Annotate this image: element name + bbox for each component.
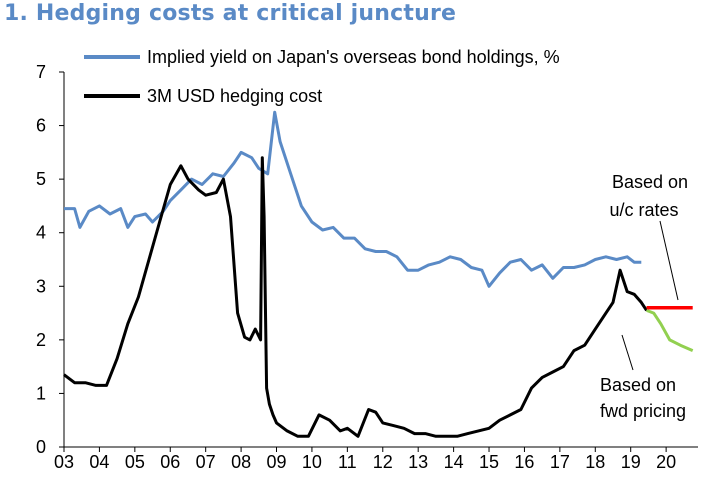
y-tick-label: 5 bbox=[36, 169, 46, 189]
annotations: Based on u/c rates Based on fwd pricing bbox=[600, 172, 688, 421]
x-tick-label: 03 bbox=[54, 452, 74, 472]
x-tick-label: 18 bbox=[585, 452, 605, 472]
x-tick-label: 20 bbox=[656, 452, 676, 472]
y-tick-label: 1 bbox=[36, 383, 46, 403]
x-tick-label: 17 bbox=[550, 452, 570, 472]
x-tick-label: 04 bbox=[89, 452, 109, 472]
x-tick-label: 14 bbox=[444, 452, 464, 472]
hedging-cost-line bbox=[63, 156, 648, 438]
y-tick-label: 2 bbox=[36, 330, 46, 350]
implied-yield-line bbox=[64, 110, 642, 288]
annotation-uc-rates-pointer bbox=[659, 220, 679, 301]
x-tick-label: 06 bbox=[160, 452, 180, 472]
x-tick-label: 16 bbox=[514, 452, 534, 472]
y-tick-label: 7 bbox=[36, 62, 46, 82]
y-tick-label: 6 bbox=[36, 116, 46, 136]
x-tick-label: 12 bbox=[373, 452, 393, 472]
legend-entry: Implied yield on Japan's overseas bond h… bbox=[147, 47, 560, 67]
x-tick-label: 07 bbox=[196, 452, 216, 472]
chart-title: 1. Hedging costs at critical juncture bbox=[4, 1, 457, 26]
annotation-uc-rates-line2: u/c rates bbox=[609, 200, 678, 220]
annotation-fwd-pricing-line2: fwd pricing bbox=[600, 401, 686, 421]
x-tick-label: 15 bbox=[479, 452, 499, 472]
legend: Implied yield on Japan's overseas bond h… bbox=[84, 47, 560, 106]
x-tick-label: 13 bbox=[408, 452, 428, 472]
axes bbox=[59, 71, 698, 452]
x-tick-label: 08 bbox=[231, 452, 251, 472]
x-tick-label: 09 bbox=[266, 452, 286, 472]
y-tick-label: 3 bbox=[36, 276, 46, 296]
x-tick-label: 05 bbox=[125, 452, 145, 472]
annotation-fwd-pricing-line1: Based on bbox=[600, 375, 676, 395]
legend-entry: 3M USD hedging cost bbox=[147, 86, 322, 106]
x-tick-label: 11 bbox=[338, 452, 357, 472]
annotation-fwd-pricing-pointer bbox=[621, 334, 634, 371]
y-tick-label: 4 bbox=[36, 223, 46, 243]
annotation-uc-rates-line1: Based on bbox=[612, 172, 688, 192]
x-tick-label: 19 bbox=[621, 452, 641, 472]
x-tick-label: 10 bbox=[302, 452, 322, 472]
fwd-pricing-projection-line bbox=[646, 308, 694, 352]
y-tick-label: 0 bbox=[36, 437, 46, 457]
series-lines bbox=[63, 110, 694, 438]
